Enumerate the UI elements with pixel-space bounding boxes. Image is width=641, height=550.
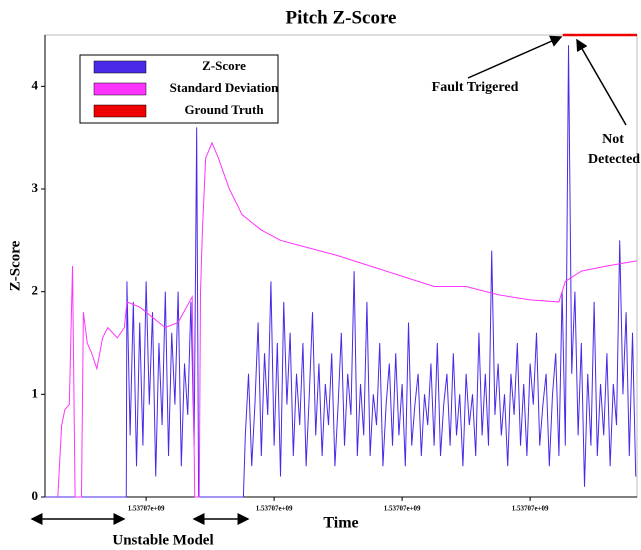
arrow bbox=[467, 35, 563, 79]
legend-swatch bbox=[93, 60, 147, 74]
y-tick-label: 4 bbox=[32, 77, 39, 92]
line bbox=[45, 45, 637, 498]
chart-title: Pitch Z-Score bbox=[286, 7, 397, 28]
annotation: Fault Trigered bbox=[432, 80, 519, 95]
x-tick-label: 1.53707e+09 bbox=[128, 505, 165, 513]
annotation: Unstable Model bbox=[112, 532, 213, 548]
y-tick-label: 2 bbox=[32, 283, 39, 298]
annotation: Not Detected bbox=[588, 132, 641, 167]
legend-label: Standard Deviation bbox=[170, 80, 279, 95]
line bbox=[57, 141, 638, 498]
x-tick-label: 1.53707e+09 bbox=[512, 505, 549, 513]
y-tick-label: 3 bbox=[32, 180, 39, 195]
y-tick-label: 1 bbox=[32, 385, 39, 400]
legend-label: Z-Score bbox=[202, 58, 246, 73]
legend-label: Ground Truth bbox=[184, 102, 264, 117]
legend-swatch bbox=[93, 104, 147, 118]
y-tick-label: 0 bbox=[32, 488, 39, 503]
x-axis-label: Time bbox=[323, 515, 358, 532]
x-tick-label: 1.53707e+09 bbox=[256, 505, 293, 513]
y-axis-label: Z-Score bbox=[7, 240, 23, 291]
arrow bbox=[576, 38, 627, 126]
x-tick-label: 1.53707e+09 bbox=[384, 505, 421, 513]
legend-swatch bbox=[93, 82, 147, 96]
